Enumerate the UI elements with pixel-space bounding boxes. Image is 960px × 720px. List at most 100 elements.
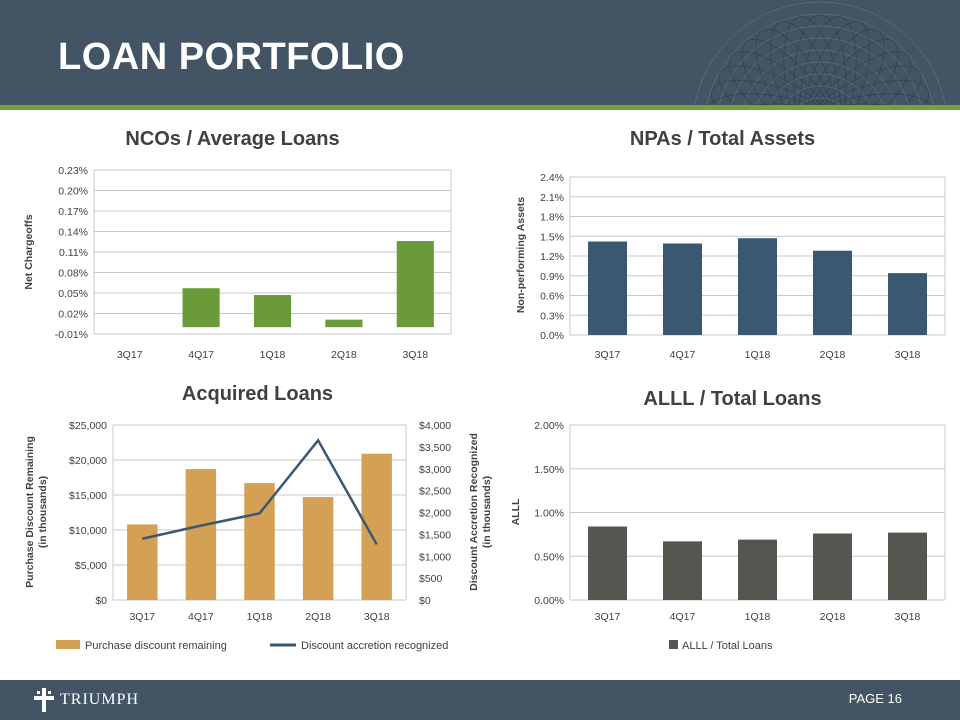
- acquired-ylabel-line2: (in thousands): [37, 476, 49, 548]
- acquired-xtick-label: 1Q18: [247, 611, 273, 623]
- alll-ylabel: ALLL: [510, 498, 522, 525]
- rosette-ring: [731, 37, 909, 105]
- nco-xtick-label: 3Q18: [402, 349, 428, 361]
- alll-ytick-label: 1.50%: [534, 464, 564, 476]
- nco-ytick-label: 0.11%: [59, 247, 88, 259]
- nco-xtick-label: 2Q18: [331, 349, 357, 361]
- cross-icon: [34, 688, 54, 712]
- npa-ytick-label: 0.6%: [540, 291, 564, 303]
- alll-ytick-label: 1.00%: [534, 508, 564, 520]
- npa-ylabel: Non-performing Assets: [515, 197, 527, 313]
- acquired-xtick-label: 3Q17: [129, 611, 155, 623]
- nco-bar: [325, 319, 363, 328]
- acquired-ytick-label: $25,000: [69, 420, 107, 432]
- npa-xtick-label: 3Q17: [595, 349, 621, 361]
- rosette-petal: [795, 80, 930, 105]
- npa-ytick-label: 2.4%: [540, 172, 564, 184]
- acquired-accretion-line: [142, 438, 378, 546]
- alll-bar: [813, 533, 852, 600]
- acquired-y2tick-label: $4,000: [419, 420, 451, 432]
- footer-bar: [0, 680, 960, 720]
- acquired-legend-label-line: Discount accretion recognized: [301, 640, 448, 652]
- rosette-petal: [799, 39, 899, 105]
- rosette-ring: [769, 73, 871, 105]
- acquired-legend-swatch-bar: [56, 640, 80, 649]
- acquired-ytick-label: $10,000: [69, 525, 107, 537]
- npa-ytick-label: 0.0%: [540, 330, 564, 342]
- npa-chart: 0.0% 0.3% 0.6% 0.9% 1.2% 1.5% 1.8% 2.1% 2.4% 3Q17…: [515, 172, 946, 361]
- rosette-petal: [794, 93, 934, 105]
- npa-xtick-label: 2Q18: [820, 349, 846, 361]
- rosette-petal: [797, 51, 911, 105]
- npa-xtick-label: 1Q18: [745, 349, 771, 361]
- alll-legend-swatch: [669, 640, 678, 649]
- acquired-xtick-label: 4Q17: [188, 611, 214, 623]
- nco-xtick-label: 4Q17: [188, 349, 214, 361]
- nco-ytick-label: 0.08%: [58, 268, 88, 280]
- acquired-y2tick-label: $1,500: [419, 529, 451, 541]
- npa-bar: [888, 273, 927, 335]
- nco-bar: [396, 241, 434, 328]
- alll-bar: [888, 532, 927, 600]
- acquired-ytick-label: $5,000: [75, 560, 107, 572]
- alll-xtick-label: 1Q18: [745, 611, 771, 623]
- alll-ytick-label: 0.50%: [534, 551, 564, 563]
- acquired-y2tick-label: $1,000: [419, 551, 451, 563]
- acquired-ytick-label: $15,000: [69, 490, 107, 502]
- acquired-chart: $0 $5,000 $10,000 $15,000 $20,000 $25,000 3Q17…: [24, 420, 493, 652]
- rosette-ring: [799, 97, 841, 105]
- npa-ytick-label: 1.2%: [540, 251, 564, 263]
- npa-ytick-label: 0.9%: [540, 271, 564, 283]
- npa-bar: [588, 241, 627, 335]
- nco-ytick-label: 0.20%: [58, 186, 88, 198]
- alll-chart-title: ALLL / Total Loans: [643, 388, 822, 410]
- rosette-ring: [756, 61, 884, 105]
- logo-text: TRIUMPH: [60, 691, 140, 708]
- rosette-ring: [694, 1, 946, 105]
- triumph-logo: TRIUMPH: [34, 688, 139, 712]
- nco-ytick-label: 0.05%: [58, 288, 88, 300]
- alll-bar: [738, 539, 777, 600]
- rosette-petal: [800, 28, 885, 105]
- acquired-y2tick-label: $0: [419, 595, 431, 607]
- nco-chart: -0.01% 0.02% 0.05% 0.08% 0.11% 0.14% 0.17% 0.20…: [23, 165, 452, 361]
- acquired-ytick-label: $0: [95, 595, 107, 607]
- acquired-y2tick-label: $2,000: [419, 508, 451, 520]
- acquired-y2tick-label: $500: [419, 573, 443, 585]
- acquired-y2tick-label: $2,500: [419, 486, 451, 498]
- rosette-ring: [783, 85, 857, 105]
- alll-xtick-label: 4Q17: [670, 611, 696, 623]
- nco-ytick-label: -0.01%: [55, 329, 88, 341]
- page-number: PAGE 16: [848, 691, 902, 706]
- alll-ytick-label: 2.00%: [534, 420, 564, 432]
- acquired-y2label-line1: Discount Accretion Recognized: [468, 433, 480, 591]
- rosette-ring: [718, 25, 922, 105]
- guilloche-rosette-icon: [680, 0, 960, 105]
- npa-bar: [813, 250, 852, 335]
- nco-xtick-label: 1Q18: [260, 349, 286, 361]
- npa-ytick-label: 1.5%: [540, 231, 564, 243]
- alll-legend-label: ALLL / Total Loans: [682, 640, 773, 652]
- acquired-xtick-label: 3Q18: [364, 611, 390, 623]
- nco-bar: [182, 288, 220, 328]
- rosette-ring: [743, 49, 897, 105]
- nco-ytick-label: 0.14%: [58, 227, 88, 239]
- nco-ytick-label: 0.17%: [58, 206, 88, 218]
- page-title: LOAN PORTFOLIO: [58, 36, 405, 78]
- nco-chart-title: NCOs / Average Loans: [125, 128, 340, 150]
- acquired-legend-label-bar: Purchase discount remaining: [85, 640, 227, 652]
- nco-bar: [253, 295, 292, 328]
- alll-bar: [663, 541, 702, 600]
- acquired-bar: [302, 497, 334, 600]
- alll-xtick-label: 3Q17: [595, 611, 621, 623]
- acquired-ylabel-line1: Purchase Discount Remaining: [24, 436, 36, 588]
- npa-ytick-label: 2.1%: [540, 192, 564, 204]
- accent-divider: [0, 105, 960, 110]
- acquired-ytick-label: $20,000: [69, 455, 107, 467]
- rosette-petal: [796, 65, 922, 105]
- npa-ytick-label: 1.8%: [540, 212, 564, 224]
- nco-ytick-label: 0.23%: [58, 165, 88, 177]
- alll-ytick-label: 0.00%: [534, 595, 564, 607]
- alll-chart: 0.00% 0.50% 1.00% 1.50% 2.00% 3Q17 4Q17 1Q18 2Q1…: [510, 420, 946, 652]
